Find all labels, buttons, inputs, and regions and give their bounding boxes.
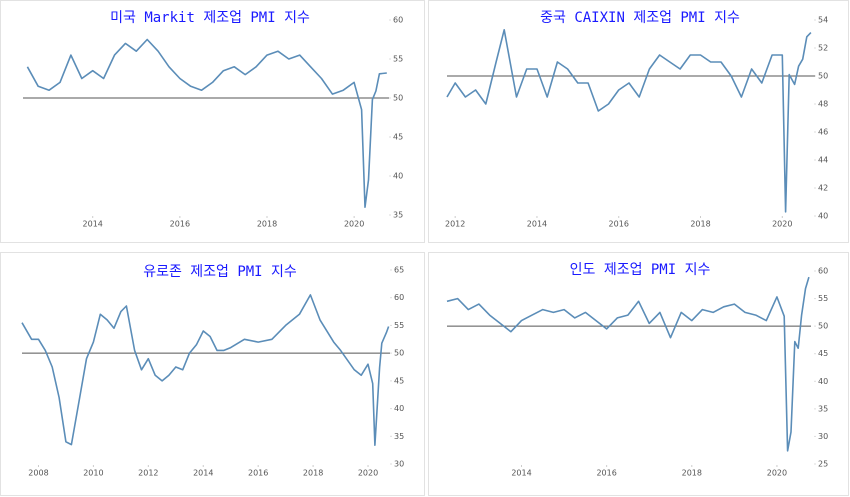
panel-frame xyxy=(428,0,849,243)
x-tick-label: 2012 xyxy=(445,220,465,229)
x-tick-label: 2016 xyxy=(609,220,629,229)
y-tick-label: 54 xyxy=(818,16,828,25)
y-tick-label: 35 xyxy=(393,211,403,220)
y-tick-label: 45 xyxy=(393,133,403,142)
y-tick-label: 55 xyxy=(818,294,828,303)
y-tick-label: 30 xyxy=(818,432,828,441)
y-tick-label: 60 xyxy=(818,267,828,276)
y-tick-label: 65 xyxy=(394,266,404,275)
x-tick-label: 2018 xyxy=(682,469,702,478)
pmi-line xyxy=(446,276,810,452)
x-tick-label: 2016 xyxy=(596,469,616,478)
y-tick-label: 60 xyxy=(394,293,404,302)
y-tick-label: 30 xyxy=(394,460,404,469)
y-tick-label: 50 xyxy=(393,94,403,103)
x-tick-label: 2014 xyxy=(511,469,531,478)
pmi-line xyxy=(21,294,390,446)
y-tick-label: 55 xyxy=(394,321,404,330)
x-tick-label: 2010 xyxy=(83,469,103,478)
x-tick-label: 2014 xyxy=(193,469,213,478)
y-tick-label: 55 xyxy=(393,55,403,64)
y-tick-label: 40 xyxy=(394,404,404,413)
y-tick-label: 42 xyxy=(818,184,828,193)
chart-title: 미국 Markit 제조업 PMI 지수 xyxy=(110,10,310,26)
y-tick-label: 25 xyxy=(818,460,828,469)
x-tick-label: 2016 xyxy=(170,220,190,229)
y-tick-label: 40 xyxy=(818,212,828,221)
pmi-line xyxy=(446,29,812,213)
chart-title: 인도 제조업 PMI 지수 xyxy=(570,262,711,278)
panel-frame xyxy=(0,252,425,496)
y-tick-label: 48 xyxy=(818,100,828,109)
y-tick-label: 45 xyxy=(394,376,404,385)
x-tick-label: 2020 xyxy=(767,469,787,478)
y-tick-label: 35 xyxy=(818,404,828,413)
chart-title: 중국 CAIXIN 제조업 PMI 지수 xyxy=(540,10,740,26)
y-tick-label: 50 xyxy=(818,322,828,331)
pmi-line xyxy=(26,38,387,208)
x-tick-label: 2016 xyxy=(248,469,268,478)
x-tick-label: 2018 xyxy=(257,220,277,229)
y-tick-label: 50 xyxy=(818,72,828,81)
x-tick-label: 2018 xyxy=(690,220,710,229)
panel-frame xyxy=(0,0,425,243)
x-tick-label: 2014 xyxy=(527,220,547,229)
x-tick-label: 2020 xyxy=(344,220,364,229)
panel-frame xyxy=(428,252,849,496)
x-tick-label: 2020 xyxy=(358,469,378,478)
x-tick-label: 2020 xyxy=(772,220,792,229)
y-tick-label: 40 xyxy=(818,377,828,386)
x-tick-label: 2008 xyxy=(28,469,48,478)
y-tick-label: 40 xyxy=(393,172,403,181)
chart-title: 유로존 제조업 PMI 지수 xyxy=(143,264,297,280)
x-tick-label: 2014 xyxy=(83,220,103,229)
y-tick-label: 46 xyxy=(818,128,828,137)
x-tick-label: 2012 xyxy=(138,469,158,478)
y-tick-label: 35 xyxy=(394,432,404,441)
x-tick-label: 2018 xyxy=(303,469,323,478)
y-tick-label: 60 xyxy=(393,16,403,25)
y-tick-label: 50 xyxy=(394,349,404,358)
y-tick-label: 52 xyxy=(818,44,828,53)
y-tick-label: 44 xyxy=(818,156,828,165)
y-tick-label: 45 xyxy=(818,349,828,358)
